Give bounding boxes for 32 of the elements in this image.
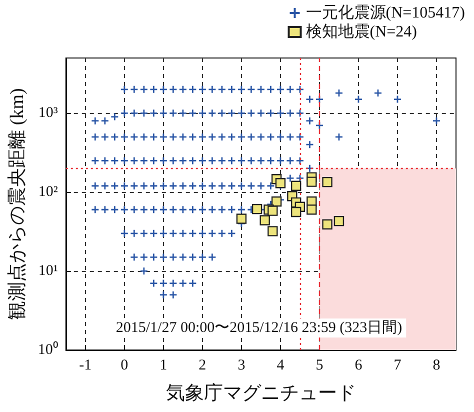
x-tick-label: 3 (238, 358, 246, 374)
point (290, 206, 302, 218)
point (322, 176, 332, 188)
point (252, 204, 262, 214)
point (268, 206, 278, 216)
point (275, 178, 286, 188)
point (260, 215, 270, 226)
x-tick-label: 4 (276, 358, 285, 374)
point (334, 216, 344, 226)
x-axis-title: 気象庁マグニチュード (166, 382, 356, 404)
point (236, 214, 247, 224)
x-tick-label: 6 (354, 358, 363, 374)
point (268, 226, 278, 236)
x-tick-label: -1 (79, 358, 92, 374)
legend-label: 検知地震(N=24) (306, 22, 417, 40)
x-tick-label: 8 (432, 358, 440, 374)
legend-label: 一元化震源(N=105417) (306, 4, 465, 22)
point (306, 176, 317, 187)
y-tick-label: 10² (38, 184, 58, 200)
y-tick-label: 10⁰ (38, 341, 58, 358)
x-tick-label: 2 (198, 358, 206, 374)
x-tick-label: 0 (120, 358, 128, 374)
y-tick-label: 10¹ (38, 263, 58, 280)
point (322, 219, 332, 230)
y-axis-title: 観測点からの震央距離 (km) (7, 88, 28, 320)
y-tick-label: 10³ (38, 105, 58, 122)
point (306, 204, 317, 215)
annotation: 2015/1/27 00:00〜2015/12/16 23:59 (323日間) (116, 320, 402, 336)
x-tick-label: 7 (394, 358, 402, 374)
x-tick-label: 5 (316, 358, 324, 374)
point (290, 180, 302, 191)
x-tick-label: 1 (160, 358, 168, 374)
